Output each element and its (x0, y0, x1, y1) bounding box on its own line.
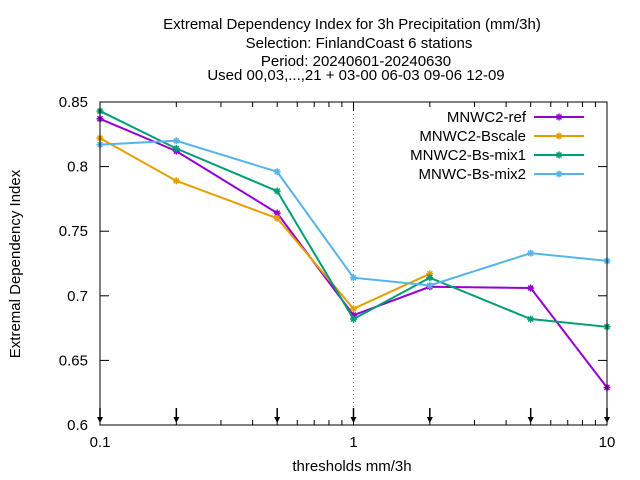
data-point (426, 274, 434, 282)
x-tick-label: 10 (599, 434, 616, 451)
point-dot (351, 317, 356, 322)
data-point (555, 151, 563, 159)
x-axis-label: thresholds mm/3h (292, 458, 411, 475)
y-tick-label: 0.8 (67, 159, 88, 176)
y-axis-ticks: 0.6 0.65 0.7 0.75 0.8 0.85 (59, 94, 607, 434)
y-axis-label: Extremal Dependency Index (7, 169, 24, 358)
data-point (172, 137, 180, 145)
point-dot (174, 146, 179, 151)
chart-title: Extremal Dependency Index for 3h Precipi… (163, 16, 541, 84)
legend: MNWC2-ref MNWC2-Bscale MNWC2-Bs-mix1 MNWC-B… (410, 109, 584, 183)
legend-label: MNWC-Bs-mix2 (419, 166, 526, 183)
point-dot (351, 275, 356, 280)
point-dot (427, 275, 432, 280)
data-point (527, 284, 535, 292)
point-dot (557, 115, 561, 119)
data-point (350, 315, 357, 323)
series-MNWC2-Bscale (96, 134, 434, 313)
point-dot (528, 251, 533, 256)
x-tick-label: 1 (349, 434, 357, 451)
point-dot (557, 134, 561, 138)
x-tick-label: 0.1 (90, 434, 111, 451)
data-point (273, 168, 281, 176)
point-dot (275, 211, 280, 216)
data-point (273, 209, 281, 217)
title-line-4: Used 00,03,...,21 + 03-00 06-03 09-06 12… (207, 67, 504, 84)
data-point (273, 214, 281, 222)
data-point (350, 305, 357, 313)
title-line-2: Selection: FinlandCoast 6 stations (246, 35, 473, 52)
y-tick-label: 0.85 (59, 94, 88, 111)
data-point (172, 145, 180, 153)
point-dot (528, 317, 533, 322)
point-dot (557, 153, 561, 157)
data-point (273, 187, 281, 195)
series-line (99, 137, 431, 310)
data-point (527, 249, 535, 257)
legend-label: MNWC2-ref (447, 109, 527, 126)
y-tick-label: 0.7 (67, 288, 88, 305)
point-dot (557, 172, 561, 176)
point-dot (275, 189, 280, 194)
point-dot (528, 286, 533, 291)
data-point (555, 170, 563, 178)
legend-label: MNWC2-Bscale (419, 128, 526, 145)
y-tick-label: 0.65 (59, 352, 88, 369)
point-dot (427, 271, 432, 276)
point-dot (275, 169, 280, 174)
data-point (555, 132, 563, 140)
x-axis-ticks: 0.1 1 10 (90, 102, 616, 451)
title-line-3: Period: 20240601-20240630 (261, 53, 451, 70)
data-point (172, 177, 180, 185)
y-tick-label: 0.75 (59, 223, 88, 240)
series-MNWC-Bs-mix2 (96, 137, 611, 289)
data-point (527, 315, 535, 323)
data-point (426, 281, 434, 289)
data-point (555, 113, 563, 121)
point-dot (427, 283, 432, 288)
point-dot (351, 306, 356, 311)
title-line-1: Extremal Dependency Index for 3h Precipi… (163, 16, 541, 33)
point-dot (275, 216, 280, 221)
point-dot (174, 178, 179, 183)
legend-label: MNWC2-Bs-mix1 (410, 147, 526, 164)
point-dot (174, 138, 179, 143)
y-tick-label: 0.6 (67, 417, 88, 434)
data-point (350, 274, 357, 282)
